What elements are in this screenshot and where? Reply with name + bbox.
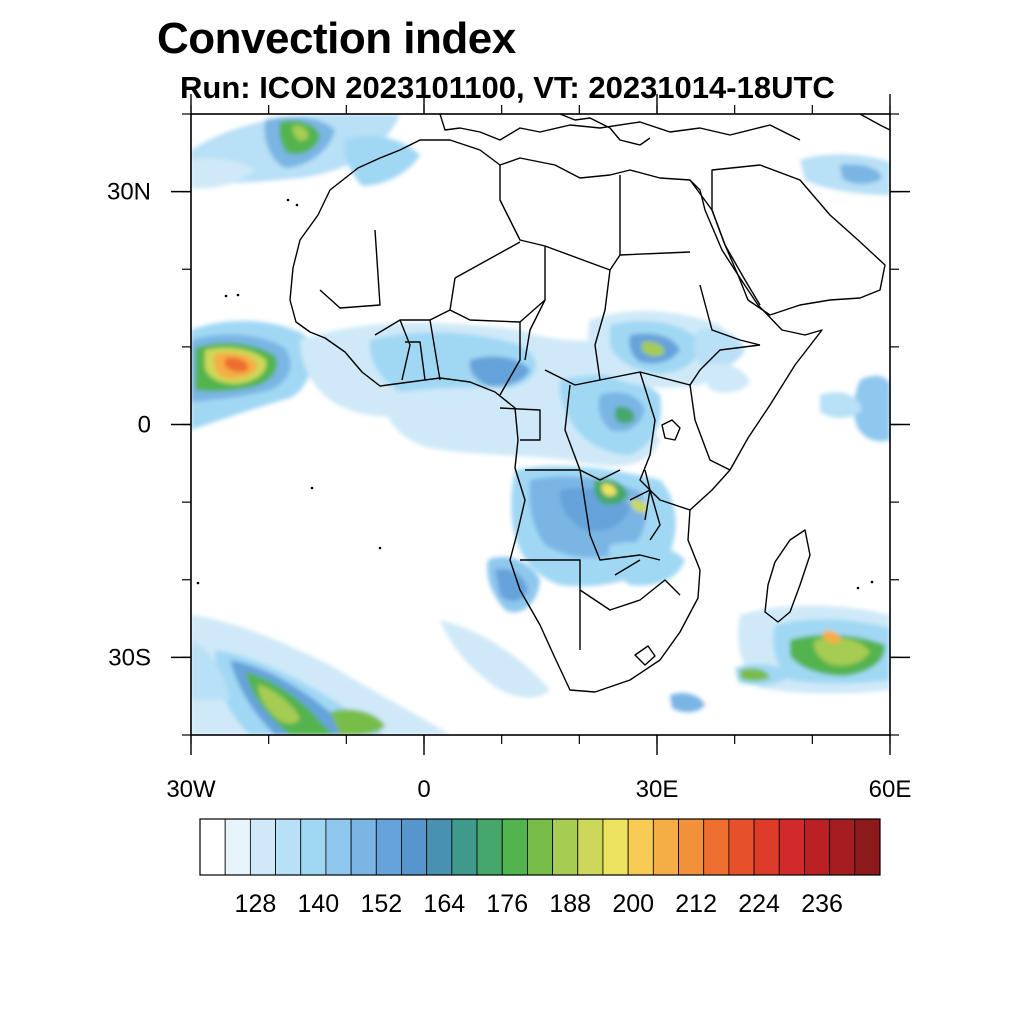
colorbar-swatch bbox=[375, 818, 402, 876]
colorbar-swatch bbox=[652, 818, 679, 876]
colorbar-label: 140 bbox=[298, 890, 340, 918]
colorbar-label: 188 bbox=[549, 890, 591, 918]
colorbar-label: 224 bbox=[738, 890, 780, 918]
colorbar-label: 164 bbox=[423, 890, 465, 918]
colorbar-swatch bbox=[854, 818, 881, 876]
colorbar-swatch bbox=[577, 818, 604, 876]
colorbar-swatch bbox=[627, 818, 654, 876]
colorbar-label: 236 bbox=[801, 890, 843, 918]
colorbar-swatch bbox=[602, 818, 629, 876]
colorbar-label: 128 bbox=[235, 890, 277, 918]
convection-ethiopian-highlands bbox=[588, 310, 750, 393]
convection-south-atlantic-front bbox=[191, 615, 705, 735]
colorbar-swatch bbox=[678, 818, 705, 876]
colorbar-swatch bbox=[451, 818, 478, 876]
colorbar-label: 152 bbox=[360, 890, 402, 918]
colorbar-swatch bbox=[778, 818, 805, 876]
colorbar-swatch bbox=[350, 818, 377, 876]
convection-field bbox=[191, 114, 890, 735]
colorbar-swatch bbox=[527, 818, 553, 876]
colorbar-swatch bbox=[275, 818, 302, 876]
lon-tick-label: 0 bbox=[417, 776, 430, 803]
chart-subtitle: Run: ICON 2023101100, VT: 20231014-18UTC bbox=[180, 70, 835, 105]
map-axes: 30W 0 30E 60E 30N 0 30S bbox=[107, 94, 911, 803]
lon-tick-label: 30W bbox=[166, 776, 216, 803]
colorbar-swatch bbox=[829, 818, 856, 876]
colorbar-swatch bbox=[300, 818, 327, 876]
colorbar-label: 176 bbox=[486, 890, 528, 918]
colorbar-swatch bbox=[501, 818, 528, 876]
colorbar-swatch bbox=[753, 818, 780, 876]
convection-southwest-indian-ocean bbox=[735, 154, 890, 694]
colorbar-swatch bbox=[199, 818, 226, 876]
chart-title: Convection index bbox=[157, 14, 516, 63]
colorbar-swatch bbox=[249, 818, 276, 876]
lat-tick-label: 30N bbox=[107, 179, 151, 206]
islands bbox=[196, 198, 874, 590]
arabian-peninsula bbox=[711, 164, 886, 316]
lon-tick-label: 60E bbox=[869, 776, 912, 803]
colorbar-label: 200 bbox=[612, 890, 654, 918]
madagascar bbox=[764, 529, 811, 623]
colorbar-swatch bbox=[325, 818, 352, 876]
colorbar-swatch bbox=[552, 818, 579, 876]
convection-tropical-atlantic-cluster bbox=[191, 320, 312, 430]
colorbar-swatch bbox=[401, 818, 428, 876]
europe-coast bbox=[439, 114, 801, 141]
coastlines-borders bbox=[289, 114, 890, 693]
colorbar-swatch bbox=[476, 818, 503, 876]
colorbar-swatch bbox=[728, 818, 755, 876]
colorbar-swatch bbox=[804, 818, 831, 876]
colorbar-swatch bbox=[703, 818, 730, 876]
colorbar-swatch bbox=[224, 818, 251, 876]
colorbar: 128 140 152 164 176 188 200 212 224 236 bbox=[199, 818, 881, 918]
lat-tick-label: 30S bbox=[108, 644, 151, 671]
africa-coastline bbox=[289, 139, 823, 693]
colorbar-frame bbox=[199, 818, 881, 876]
colorbar-swatch bbox=[426, 818, 453, 876]
convection-north-atlantic-storm bbox=[191, 114, 420, 189]
lon-tick-label: 30E bbox=[636, 776, 679, 803]
lat-tick-label: 0 bbox=[138, 412, 151, 439]
convection-central-africa bbox=[380, 375, 662, 466]
colorbar-label: 212 bbox=[675, 890, 717, 918]
